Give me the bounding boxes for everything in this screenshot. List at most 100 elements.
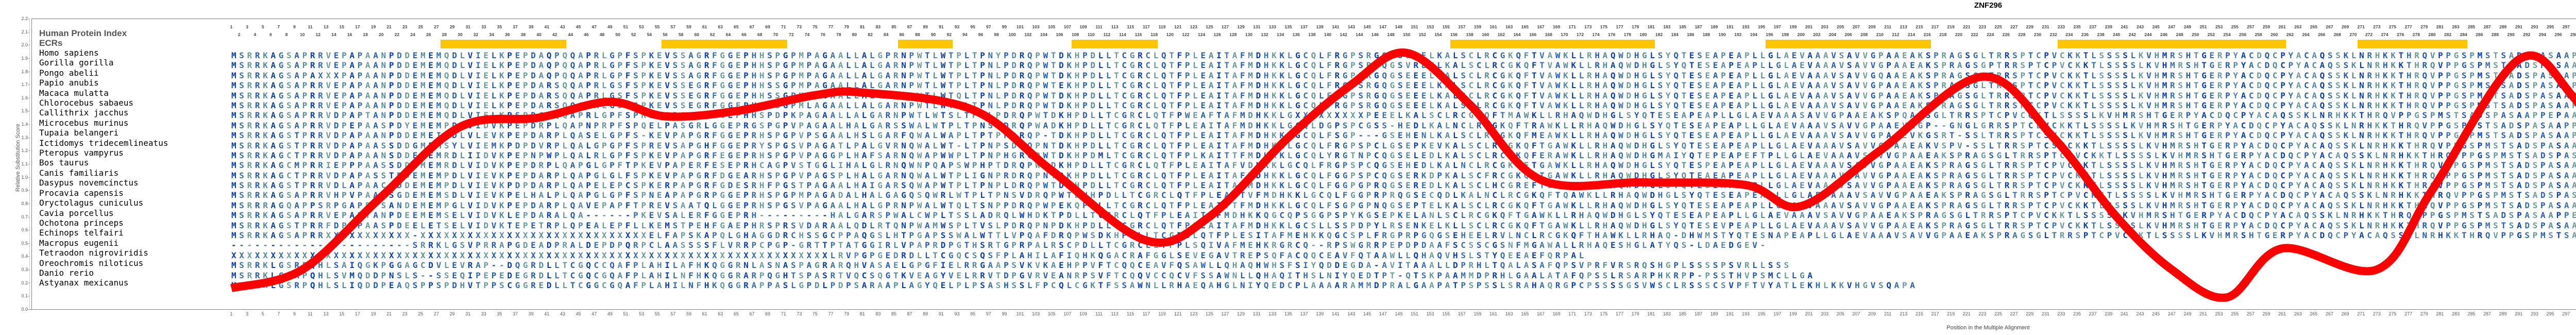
x-tick-label: 215 (1916, 311, 1923, 316)
x-tick-label: 191 (1726, 311, 1734, 316)
protein-index-number: 128 (1229, 32, 1236, 37)
x-tick-label: 139 (1316, 311, 1324, 316)
x-tick-label: 45 (576, 311, 581, 316)
protein-index-number: 267 (2326, 24, 2333, 29)
species-label: Canis familiaris (39, 168, 168, 178)
protein-index-number: 234 (2065, 32, 2073, 37)
species-label: Callithrix jacchus (39, 108, 168, 118)
protein-index-number: 270 (2349, 32, 2357, 37)
x-tick-label: 29 (450, 311, 455, 316)
x-tick-label: 115 (1127, 311, 1134, 316)
protein-index-number: 57 (671, 24, 675, 29)
x-tick-label: 143 (1348, 311, 1355, 316)
x-tick-label: 169 (1553, 311, 1561, 316)
protein-index-number: 43 (560, 24, 565, 29)
protein-index-number: 136 (1293, 32, 1300, 37)
protein-index-number: 242 (2129, 32, 2136, 37)
x-tick-label: 155 (1442, 311, 1450, 316)
y-tick-label: 0.2 (15, 280, 28, 286)
protein-index-number: 115 (1127, 24, 1134, 29)
protein-index-number: 296 (2554, 32, 2562, 37)
protein-index-number: 119 (1159, 24, 1166, 29)
protein-index-number: 28 (442, 32, 447, 37)
protein-index-number: 103 (1032, 24, 1040, 29)
x-tick-label: 25 (418, 311, 423, 316)
x-tick-label: 41 (544, 311, 549, 316)
species-label: Procavia capensis (39, 188, 168, 198)
x-tick-label: 257 (2247, 311, 2255, 316)
species-label: Chlorocebus sabaeus (39, 98, 168, 108)
y-tick-label: 1.3 (15, 135, 28, 140)
protein-index-number: 216 (1924, 32, 1931, 37)
x-tick-label: 171 (1568, 311, 1576, 316)
x-tick-label: 163 (1505, 311, 1513, 316)
ecr-bar (898, 40, 953, 48)
protein-index-number: 229 (2026, 24, 2033, 29)
protein-index-number: 34 (489, 32, 494, 37)
protein-index-number: 118 (1150, 32, 1158, 37)
x-tick-label: 113 (1111, 311, 1118, 316)
species-list: Homo sapiens Gorilla gorilla Pongo abelii P… (39, 48, 168, 288)
species-label: Pongo abelii (39, 68, 168, 78)
protein-index-number: 183 (1663, 24, 1670, 29)
protein-index-number: 104 (1040, 32, 1047, 37)
x-tick-label: 99 (1002, 311, 1007, 316)
x-tick-label: 157 (1458, 311, 1466, 316)
x-tick-label: 21 (386, 311, 392, 316)
protein-index-number: 134 (1277, 32, 1284, 37)
protein-index-number: 99 (1002, 24, 1007, 29)
x-tick-label: 223 (1978, 311, 1986, 316)
x-tick-label: 61 (702, 311, 707, 316)
ecr-bar (440, 40, 566, 48)
x-tick-label: 39 (529, 311, 534, 316)
protein-index-number: 66 (741, 32, 746, 37)
protein-index-number: 131 (1253, 24, 1260, 29)
protein-index-number: 109 (1079, 24, 1087, 29)
x-tick-label: 9 (293, 311, 296, 316)
protein-index-number: 98 (994, 32, 998, 37)
x-tick-label: 137 (1300, 311, 1308, 316)
protein-index-number: 52 (631, 32, 636, 37)
x-tick-label: 135 (1284, 311, 1292, 316)
protein-index-number: 298 (2570, 32, 2576, 37)
protein-index-number: 262 (2286, 32, 2294, 37)
protein-index-number: 249 (2184, 24, 2191, 29)
protein-index-number: 233 (2058, 24, 2065, 29)
protein-index-number: 219 (1947, 24, 1955, 29)
protein-index-number: 167 (1537, 24, 1544, 29)
protein-index-number: 191 (1726, 24, 1734, 29)
protein-index-number: 88 (915, 32, 920, 37)
x-tick-label: 165 (1521, 311, 1529, 316)
x-tick-label: 183 (1663, 311, 1671, 316)
x-tick-label: 211 (1884, 311, 1891, 316)
y-tick-label: 0.9 (15, 188, 28, 193)
y-tick-mark (28, 58, 30, 59)
protein-index-number: 142 (1340, 32, 1347, 37)
protein-index-number: 21 (386, 24, 391, 29)
protein-index-number: 258 (2255, 32, 2262, 37)
protein-index-number: 161 (1490, 24, 1497, 29)
alignment-row: MSRRKAGCTPRRVDPAPAANSDDETEMRDLIIDVKPEPNP… (231, 150, 2576, 160)
protein-index-number: 143 (1348, 24, 1355, 29)
protein-index-number: 204 (1829, 32, 1836, 37)
protein-index-number: 18 (363, 32, 368, 37)
alignment-row: MSRRKAGSTPRRFDPAPAASPDEELETSELVIDVKTEPET… (231, 221, 2576, 230)
x-tick-label: 81 (860, 311, 865, 316)
x-tick-label: 279 (2420, 311, 2428, 316)
protein-index-number: 29 (450, 24, 454, 29)
x-tick-label: 129 (1237, 311, 1245, 316)
protein-index-number: 278 (2413, 32, 2420, 37)
protein-index-number: 246 (2160, 32, 2167, 37)
protein-index-number: 78 (836, 32, 841, 37)
y-tick-label: 2.0 (15, 42, 28, 47)
x-tick-label: 205 (1837, 311, 1844, 316)
species-label: Echinops telfairi (39, 228, 168, 238)
protein-index-number: 201 (1805, 24, 1812, 29)
x-axis-label: Position in the Multiple Alignment (0, 325, 2576, 331)
protein-index-number: 26 (426, 32, 431, 37)
protein-index-number: 238 (2097, 32, 2104, 37)
protein-index-number: 206 (1844, 32, 1852, 37)
x-tick-label: 87 (907, 311, 912, 316)
y-tick-mark (28, 256, 30, 257)
x-tick-label: 225 (1994, 311, 2002, 316)
